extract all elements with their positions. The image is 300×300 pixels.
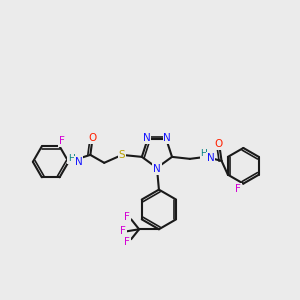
- Text: N: N: [164, 133, 171, 143]
- Text: S: S: [119, 150, 125, 160]
- Text: F: F: [59, 136, 64, 146]
- Text: H: H: [200, 149, 207, 158]
- Text: N: N: [207, 153, 214, 163]
- Text: H: H: [68, 154, 75, 164]
- Text: O: O: [88, 133, 96, 143]
- Text: F: F: [124, 212, 130, 222]
- Text: N: N: [75, 157, 82, 167]
- Text: F: F: [236, 184, 241, 194]
- Text: N: N: [143, 133, 151, 143]
- Text: F: F: [124, 237, 130, 247]
- Text: N: N: [153, 164, 161, 174]
- Text: O: O: [214, 139, 223, 149]
- Text: F: F: [120, 226, 126, 236]
